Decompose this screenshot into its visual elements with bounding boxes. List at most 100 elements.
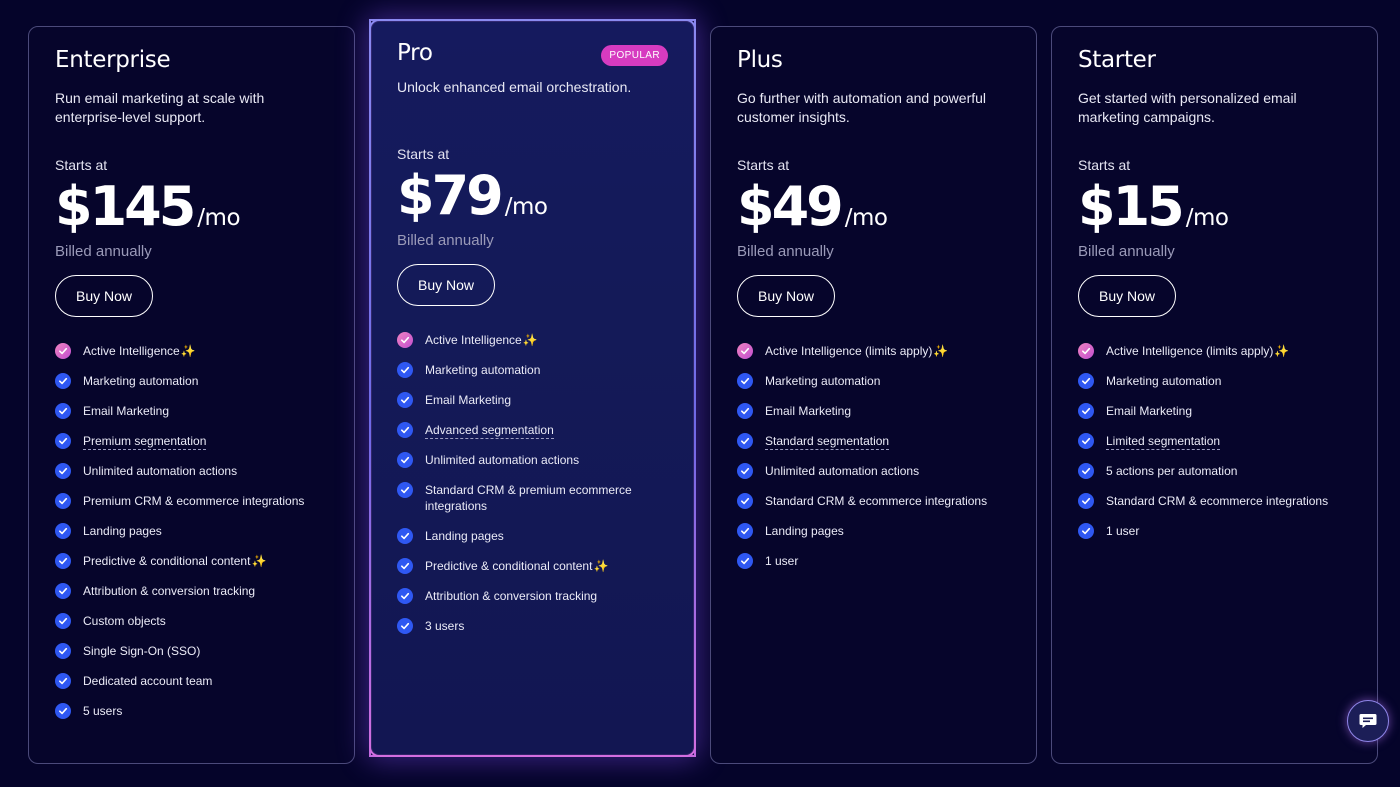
billing-note: Billed annually: [1078, 243, 1175, 260]
check-icon: [1078, 403, 1094, 419]
chat-button[interactable]: [1347, 700, 1389, 742]
plan-price: $79: [397, 164, 504, 227]
feature-item: Email Marketing: [1078, 403, 1357, 419]
feature-item: Limited segmentation: [1078, 433, 1357, 450]
check-icon: [1078, 493, 1094, 509]
plan-name: Pro: [397, 40, 433, 66]
buy-now-button[interactable]: Buy Now: [1078, 275, 1176, 317]
feature-text: Active Intelligence (limits apply)✨: [1106, 343, 1289, 359]
feature-text: Attribution & conversion tracking: [83, 583, 255, 599]
buy-now-button[interactable]: Buy Now: [397, 264, 495, 306]
feature-text: Landing pages: [83, 523, 162, 539]
feature-text: 5 users: [83, 703, 122, 719]
feature-text[interactable]: Premium segmentation: [83, 433, 207, 450]
feature-item: Marketing automation: [55, 373, 334, 389]
feature-text[interactable]: Standard segmentation: [765, 433, 890, 450]
price-row: $49 /mo: [737, 179, 1016, 235]
feature-item: Premium segmentation: [55, 433, 334, 450]
feature-item: Custom objects: [55, 613, 334, 629]
feature-item: Email Marketing: [55, 403, 334, 419]
chat-bubble-icon: [1359, 714, 1377, 728]
check-icon: [1078, 523, 1094, 539]
check-icon: [55, 493, 71, 509]
feature-text: Standard CRM & premium ecommerce integra…: [425, 482, 674, 514]
check-icon: [1078, 433, 1094, 449]
price-period: /mo: [844, 205, 888, 231]
feature-text: Standard CRM & ecommerce integrations: [1106, 493, 1328, 509]
check-icon: [737, 463, 753, 479]
check-icon: [737, 373, 753, 389]
feature-label: Landing pages: [83, 524, 162, 538]
price-period: /mo: [1185, 205, 1229, 231]
plan-description: Unlock enhanced email orchestration.: [397, 79, 632, 95]
feature-label: Unlimited automation actions: [83, 464, 238, 478]
check-icon: [397, 482, 413, 498]
feature-label: 3 users: [425, 619, 465, 633]
feature-item: Attribution & conversion tracking: [397, 588, 674, 604]
check-icon: [55, 673, 71, 689]
feature-text: 1 user: [1106, 523, 1139, 539]
feature-label: Standard segmentation: [765, 434, 890, 450]
feature-label: 5 actions per automation: [1106, 464, 1238, 478]
feature-text: Marketing automation: [765, 373, 880, 389]
feature-item: 1 user: [737, 553, 1016, 569]
check-icon: [55, 523, 71, 539]
feature-label: Premium segmentation: [83, 434, 207, 450]
feature-label: Predictive & conditional content: [83, 554, 251, 568]
feature-label: Attribution & conversion tracking: [425, 589, 598, 603]
feature-text: Custom objects: [83, 613, 166, 629]
feature-item: 1 user: [1078, 523, 1357, 539]
feature-label: Marketing automation: [1106, 374, 1222, 388]
price-row: $79 /mo: [397, 168, 674, 224]
feature-item: 5 actions per automation: [1078, 463, 1357, 479]
feature-text: Landing pages: [765, 523, 844, 539]
feature-text: Attribution & conversion tracking: [425, 588, 597, 604]
feature-text: 3 users: [425, 618, 464, 634]
feature-item: Standard CRM & ecommerce integrations: [1078, 493, 1357, 509]
feature-text: Unlimited automation actions: [765, 463, 919, 479]
plan-card-starter: Starter Get started with personalized em…: [1051, 26, 1378, 764]
buy-now-button[interactable]: Buy Now: [737, 275, 835, 317]
feature-item: Unlimited automation actions: [55, 463, 334, 479]
feature-label: Marketing automation: [765, 374, 881, 388]
check-icon: [737, 433, 753, 449]
check-icon: [55, 343, 71, 359]
feature-item: Marketing automation: [1078, 373, 1357, 389]
feature-text[interactable]: Limited segmentation: [1106, 433, 1221, 450]
feature-label: Active Intelligence (limits apply): [1106, 344, 1274, 358]
check-icon: [55, 643, 71, 659]
feature-item: Unlimited automation actions: [737, 463, 1016, 479]
feature-item: Unlimited automation actions: [397, 452, 674, 468]
feature-item: Active Intelligence✨: [55, 343, 334, 359]
popular-badge: POPULAR: [601, 45, 668, 66]
billing-note: Billed annually: [55, 243, 152, 260]
plan-card-pro: Pro POPULAR Unlock enhanced email orches…: [369, 19, 696, 757]
feature-text: Landing pages: [425, 528, 504, 544]
feature-label: 1 user: [765, 554, 799, 568]
check-icon: [397, 588, 413, 604]
feature-text: Predictive & conditional content✨: [83, 553, 266, 569]
billing-note: Billed annually: [737, 243, 834, 260]
feature-item: Single Sign-On (SSO): [55, 643, 334, 659]
buy-now-button[interactable]: Buy Now: [55, 275, 153, 317]
feature-text: Email Marketing: [425, 392, 511, 408]
feature-text: Unlimited automation actions: [83, 463, 237, 479]
check-icon: [737, 343, 753, 359]
feature-item: Email Marketing: [737, 403, 1016, 419]
feature-label: Attribution & conversion tracking: [83, 584, 256, 598]
feature-label: Standard CRM & ecommerce integrations: [1106, 494, 1329, 508]
feature-label: Active Intelligence: [425, 333, 522, 347]
feature-item: Email Marketing: [397, 392, 674, 408]
feature-label: Standard CRM & premium ecommerce integra…: [425, 483, 632, 513]
plan-name: Starter: [1078, 47, 1156, 73]
starts-at-label: Starts at: [1078, 157, 1131, 173]
feature-item: Standard segmentation: [737, 433, 1016, 450]
billing-note: Billed annually: [397, 232, 494, 249]
feature-label: Landing pages: [765, 524, 844, 538]
feature-text: Predictive & conditional content✨: [425, 558, 608, 574]
feature-text[interactable]: Advanced segmentation: [425, 422, 554, 439]
feature-label: Email Marketing: [765, 404, 852, 418]
feature-text: Marketing automation: [425, 362, 540, 378]
feature-label: Single Sign-On (SSO): [83, 644, 201, 658]
feature-label: Marketing automation: [425, 363, 541, 377]
